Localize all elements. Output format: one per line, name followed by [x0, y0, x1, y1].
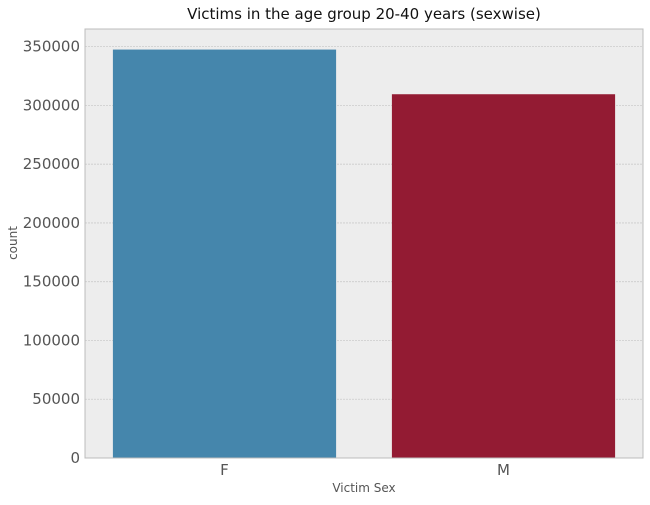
y-tick-label: 350000 [23, 38, 80, 56]
x-tick-label: F [220, 461, 229, 479]
x-axis-label: Victim Sex [332, 481, 395, 495]
x-tick-label: M [497, 461, 510, 479]
plot-frame [84, 28, 644, 459]
y-tick-label: 100000 [23, 331, 80, 349]
y-tick-label: 0 [70, 449, 80, 467]
chart-title: Victims in the age group 20-40 years (se… [187, 5, 541, 23]
y-tick-label: 300000 [23, 96, 80, 114]
bar-m [391, 94, 616, 458]
bar-f [112, 49, 337, 459]
y-tick-label: 150000 [23, 273, 80, 291]
y-tick-label: 250000 [23, 155, 80, 173]
y-tick-label: 50000 [32, 390, 80, 408]
y-axis-label: count [6, 226, 20, 260]
bars [112, 49, 616, 459]
y-tick-label: 200000 [23, 214, 80, 232]
y-axis-ticks: 0 50000 100000 150000 200000 250000 300000 3500… [23, 38, 80, 467]
